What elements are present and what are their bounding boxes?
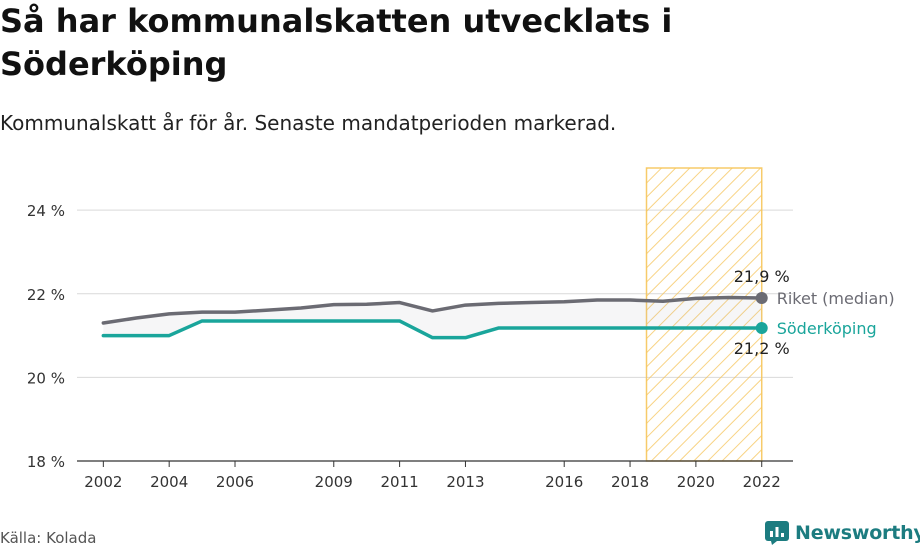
x-tick-label: 2002 <box>84 473 122 491</box>
series-value-label: 21,9 % <box>734 267 790 286</box>
chart-title: Så har kommunalskatten utvecklats i Söde… <box>0 2 673 83</box>
x-tick-label: 2013 <box>446 473 484 491</box>
newsworthy-logo[interactable]: Newsworthy <box>765 521 920 545</box>
x-tick-label: 2011 <box>381 473 419 491</box>
highlight-hatch <box>646 168 762 461</box>
chart-subtitle: Kommunalskatt år för år. Senaste mandatp… <box>0 111 617 135</box>
bar-chart-icon <box>765 521 789 545</box>
x-tick-label: 2004 <box>150 473 188 491</box>
series-value-label: 21,2 % <box>734 339 790 358</box>
series-line <box>101 319 764 340</box>
brand-name: Newsworthy <box>795 522 920 544</box>
x-tick-label: 2020 <box>677 473 715 491</box>
x-tick-label: 2016 <box>545 473 583 491</box>
mandate-period-highlight <box>645 167 763 462</box>
series-end-point <box>755 291 768 304</box>
x-tick-label: 2018 <box>611 473 649 491</box>
y-tick-label: 24 % <box>27 202 65 220</box>
series-name-label: Söderköping <box>777 319 877 338</box>
x-tick-label: 2009 <box>315 473 353 491</box>
line-chart: 18 % 20 % 22 % 24 % 2002 2004 2006 2009 2011 201… <box>27 167 895 491</box>
y-tick-label: 18 % <box>27 453 65 471</box>
y-tick-label: 20 % <box>27 369 65 387</box>
x-tick-label: 2006 <box>216 473 254 491</box>
series-lines <box>101 291 768 340</box>
x-tick-label: 2022 <box>743 473 781 491</box>
series-end-point <box>755 322 768 335</box>
y-tick-label: 22 % <box>27 286 65 304</box>
series-name-label: Riket (median) <box>777 289 895 308</box>
series-line <box>101 295 764 325</box>
source-note: Källa: Kolada <box>0 529 97 547</box>
axes: 2002 2004 2006 2009 2011 2013 2016 2018 2020 2022 <box>77 460 793 491</box>
